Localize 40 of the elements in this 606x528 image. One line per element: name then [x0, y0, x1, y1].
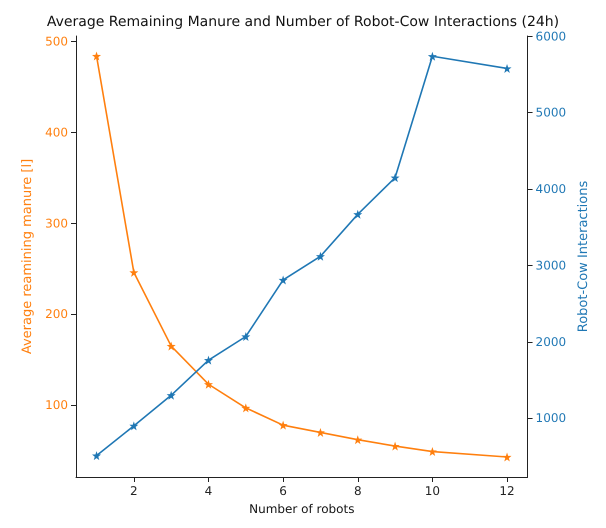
y-tick-label: 100	[45, 398, 68, 412]
point	[92, 52, 102, 61]
y2-tick-label: 1000	[536, 411, 566, 426]
point	[129, 421, 138, 430]
point	[428, 447, 437, 456]
x-tick-label: 10	[424, 484, 440, 498]
y2-tick-label: 3000	[536, 258, 566, 272]
point	[92, 451, 102, 460]
y-tick-label: 500	[45, 34, 68, 48]
point	[390, 173, 400, 182]
y2-tick-label: 5000	[536, 106, 566, 120]
x-tick-label: 2	[130, 484, 138, 498]
x-tick-label: 12	[499, 484, 515, 498]
x-tick-label: 8	[354, 484, 362, 498]
point	[204, 380, 213, 389]
y2-tick-label: 4000	[536, 182, 566, 196]
point	[166, 390, 176, 400]
point	[316, 252, 325, 261]
y-tick-label: 300	[45, 216, 68, 230]
point	[241, 332, 250, 341]
point	[278, 275, 288, 284]
point	[428, 52, 437, 61]
point	[502, 64, 512, 73]
point	[129, 268, 138, 277]
point	[278, 420, 288, 430]
y-tick-label: 400	[45, 125, 68, 140]
x-tick-label: 6	[279, 484, 287, 498]
point	[353, 210, 362, 219]
y-axis-title: Average reamining manure [l]	[20, 158, 35, 354]
y2-tick-label: 2000	[536, 334, 566, 349]
point	[241, 403, 250, 412]
x-axis-title: Number of robots	[249, 502, 354, 516]
y2-axis-title: Robot-Cow Interactions	[576, 180, 591, 332]
y2-tick-label: 6000	[536, 29, 566, 44]
point	[166, 342, 176, 351]
point	[204, 356, 213, 365]
y-tick-label: 200	[45, 307, 68, 322]
chart-title: Average Remaining Manure and Number of Robot-Cow Interactions (24h)	[46, 14, 560, 30]
x-tick-label: 4	[204, 484, 212, 498]
point	[502, 452, 512, 462]
